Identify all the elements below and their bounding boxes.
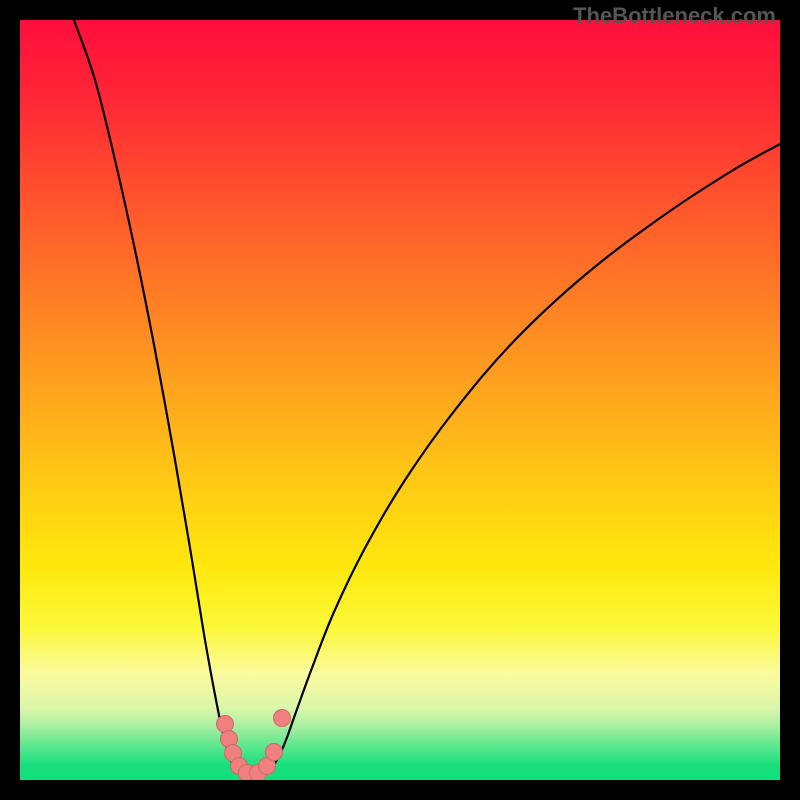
watermark-text: TheBottleneck.com: [573, 3, 776, 29]
gradient-background: [20, 20, 780, 780]
